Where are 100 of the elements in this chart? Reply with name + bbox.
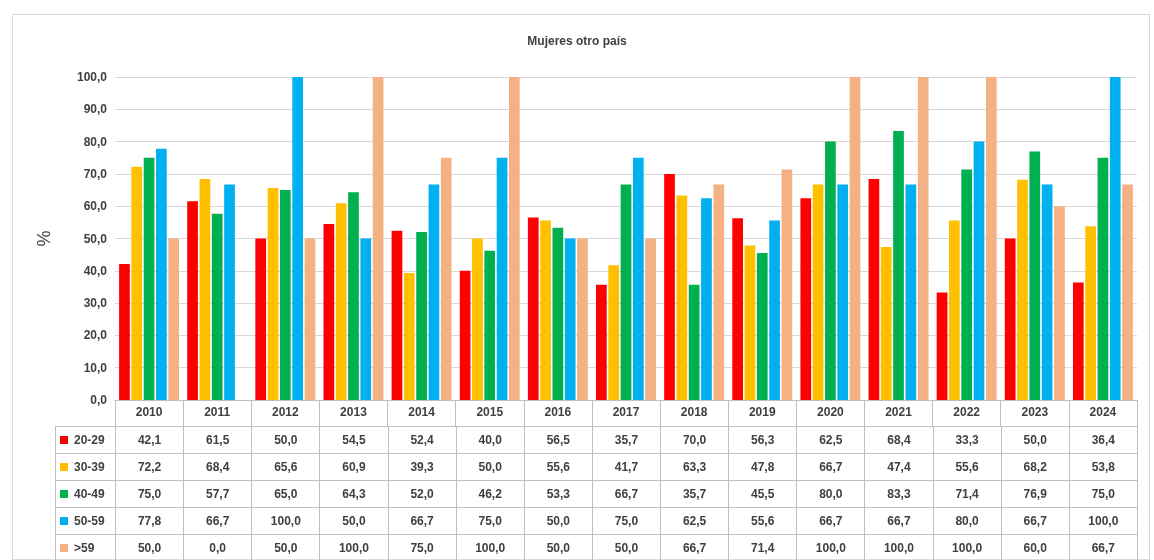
- bar: [1122, 184, 1133, 400]
- bar: [156, 148, 167, 400]
- bar: [335, 203, 347, 400]
- chart-title: Mujeres otro país: [527, 34, 627, 48]
- data-label: 52,4: [388, 426, 457, 454]
- data-label: 50,0: [251, 534, 320, 560]
- bar: [769, 220, 780, 400]
- bar: [372, 77, 384, 400]
- bar: [304, 238, 316, 400]
- bar: [168, 238, 180, 400]
- data-label: 100,0: [319, 534, 388, 560]
- data-label: 50,0: [319, 507, 388, 535]
- data-label: 66,7: [388, 507, 457, 535]
- x-tick-label: 2021: [885, 405, 913, 419]
- data-label: 55,6: [933, 453, 1002, 481]
- bar: [440, 157, 452, 400]
- bar: [756, 253, 768, 400]
- bar: [527, 217, 539, 400]
- data-label: 75,0: [456, 507, 525, 535]
- y-tick-label: 70,0: [83, 166, 108, 181]
- data-label: 50,0: [1001, 426, 1070, 454]
- data-label: 68,4: [864, 426, 933, 454]
- bar: [1072, 282, 1084, 400]
- bar: [812, 184, 824, 400]
- bar: [893, 130, 904, 400]
- data-label: 50,0: [251, 426, 320, 454]
- bar: [323, 223, 335, 400]
- legend-label: 40-49: [55, 480, 116, 508]
- data-label: 33,3: [933, 426, 1002, 454]
- bar: [416, 232, 427, 400]
- data-label: 100,0: [864, 534, 933, 560]
- legend-label: 20-29: [55, 426, 116, 454]
- data-label: 83,3: [864, 480, 933, 508]
- data-label: 53,8: [1069, 453, 1138, 481]
- data-label: 76,9: [1001, 480, 1070, 508]
- bar: [292, 77, 303, 400]
- bar: [849, 77, 861, 400]
- data-label: 100,0: [456, 534, 525, 560]
- data-label: 0,0: [183, 534, 252, 560]
- bar: [484, 250, 496, 400]
- data-label: 41,7: [592, 453, 661, 481]
- legend-label: 50-59: [55, 507, 116, 535]
- data-label: 66,7: [1001, 507, 1070, 535]
- bar: [552, 227, 564, 400]
- data-label: 66,7: [796, 453, 865, 481]
- y-tick-label: 80,0: [83, 134, 108, 149]
- bar: [800, 198, 812, 400]
- bar: [1017, 179, 1028, 400]
- bar: [348, 192, 359, 400]
- bar: [961, 169, 973, 400]
- bar: [187, 201, 198, 400]
- bar: [1004, 238, 1016, 400]
- data-label: 75,0: [115, 480, 184, 508]
- data-label: 57,7: [183, 480, 252, 508]
- x-tick-label: 2018: [680, 405, 708, 419]
- y-tick-label: 40,0: [83, 263, 108, 278]
- bar: [496, 157, 508, 400]
- bar: [131, 166, 143, 400]
- data-label: 60,9: [319, 453, 388, 481]
- data-label: 68,2: [1001, 453, 1070, 481]
- bar: [1029, 151, 1041, 400]
- bar: [973, 141, 985, 400]
- bar: [119, 264, 130, 400]
- bar: [732, 218, 743, 400]
- data-label: 47,8: [728, 453, 797, 481]
- x-tick-label: 2017: [612, 405, 640, 419]
- bar: [1085, 226, 1096, 400]
- bar: [403, 273, 415, 400]
- data-label: 40,0: [456, 426, 525, 454]
- data-label: 100,0: [796, 534, 865, 560]
- bar: [472, 238, 483, 400]
- bar: [224, 184, 235, 400]
- bar: [199, 179, 211, 400]
- data-label: 50,0: [456, 453, 525, 481]
- data-label: 62,5: [660, 507, 729, 535]
- data-label: 65,6: [251, 453, 320, 481]
- data-label: 77,8: [115, 507, 184, 535]
- data-label: 42,1: [115, 426, 184, 454]
- data-label: 50,0: [524, 507, 593, 535]
- data-label: 47,4: [864, 453, 933, 481]
- bar: [880, 246, 892, 400]
- data-label: 55,6: [728, 507, 797, 535]
- data-label: 65,0: [251, 480, 320, 508]
- y-axis-title: %: [34, 230, 54, 247]
- y-tick-label: 0,0: [90, 393, 108, 407]
- data-label: 62,5: [796, 426, 865, 454]
- data-label: 35,7: [592, 426, 661, 454]
- bar: [143, 157, 155, 400]
- bar: [985, 77, 997, 400]
- x-tick-label: 2024: [1089, 405, 1117, 419]
- data-label: 46,2: [456, 480, 525, 508]
- data-label: 60,0: [1001, 534, 1070, 560]
- bar: [936, 292, 948, 400]
- bar: [564, 238, 576, 400]
- bar: [825, 141, 836, 400]
- bar: [596, 284, 607, 400]
- bar: [360, 238, 372, 400]
- data-label: 52,0: [388, 480, 457, 508]
- data-label: 75,0: [592, 507, 661, 535]
- bar: [744, 245, 756, 400]
